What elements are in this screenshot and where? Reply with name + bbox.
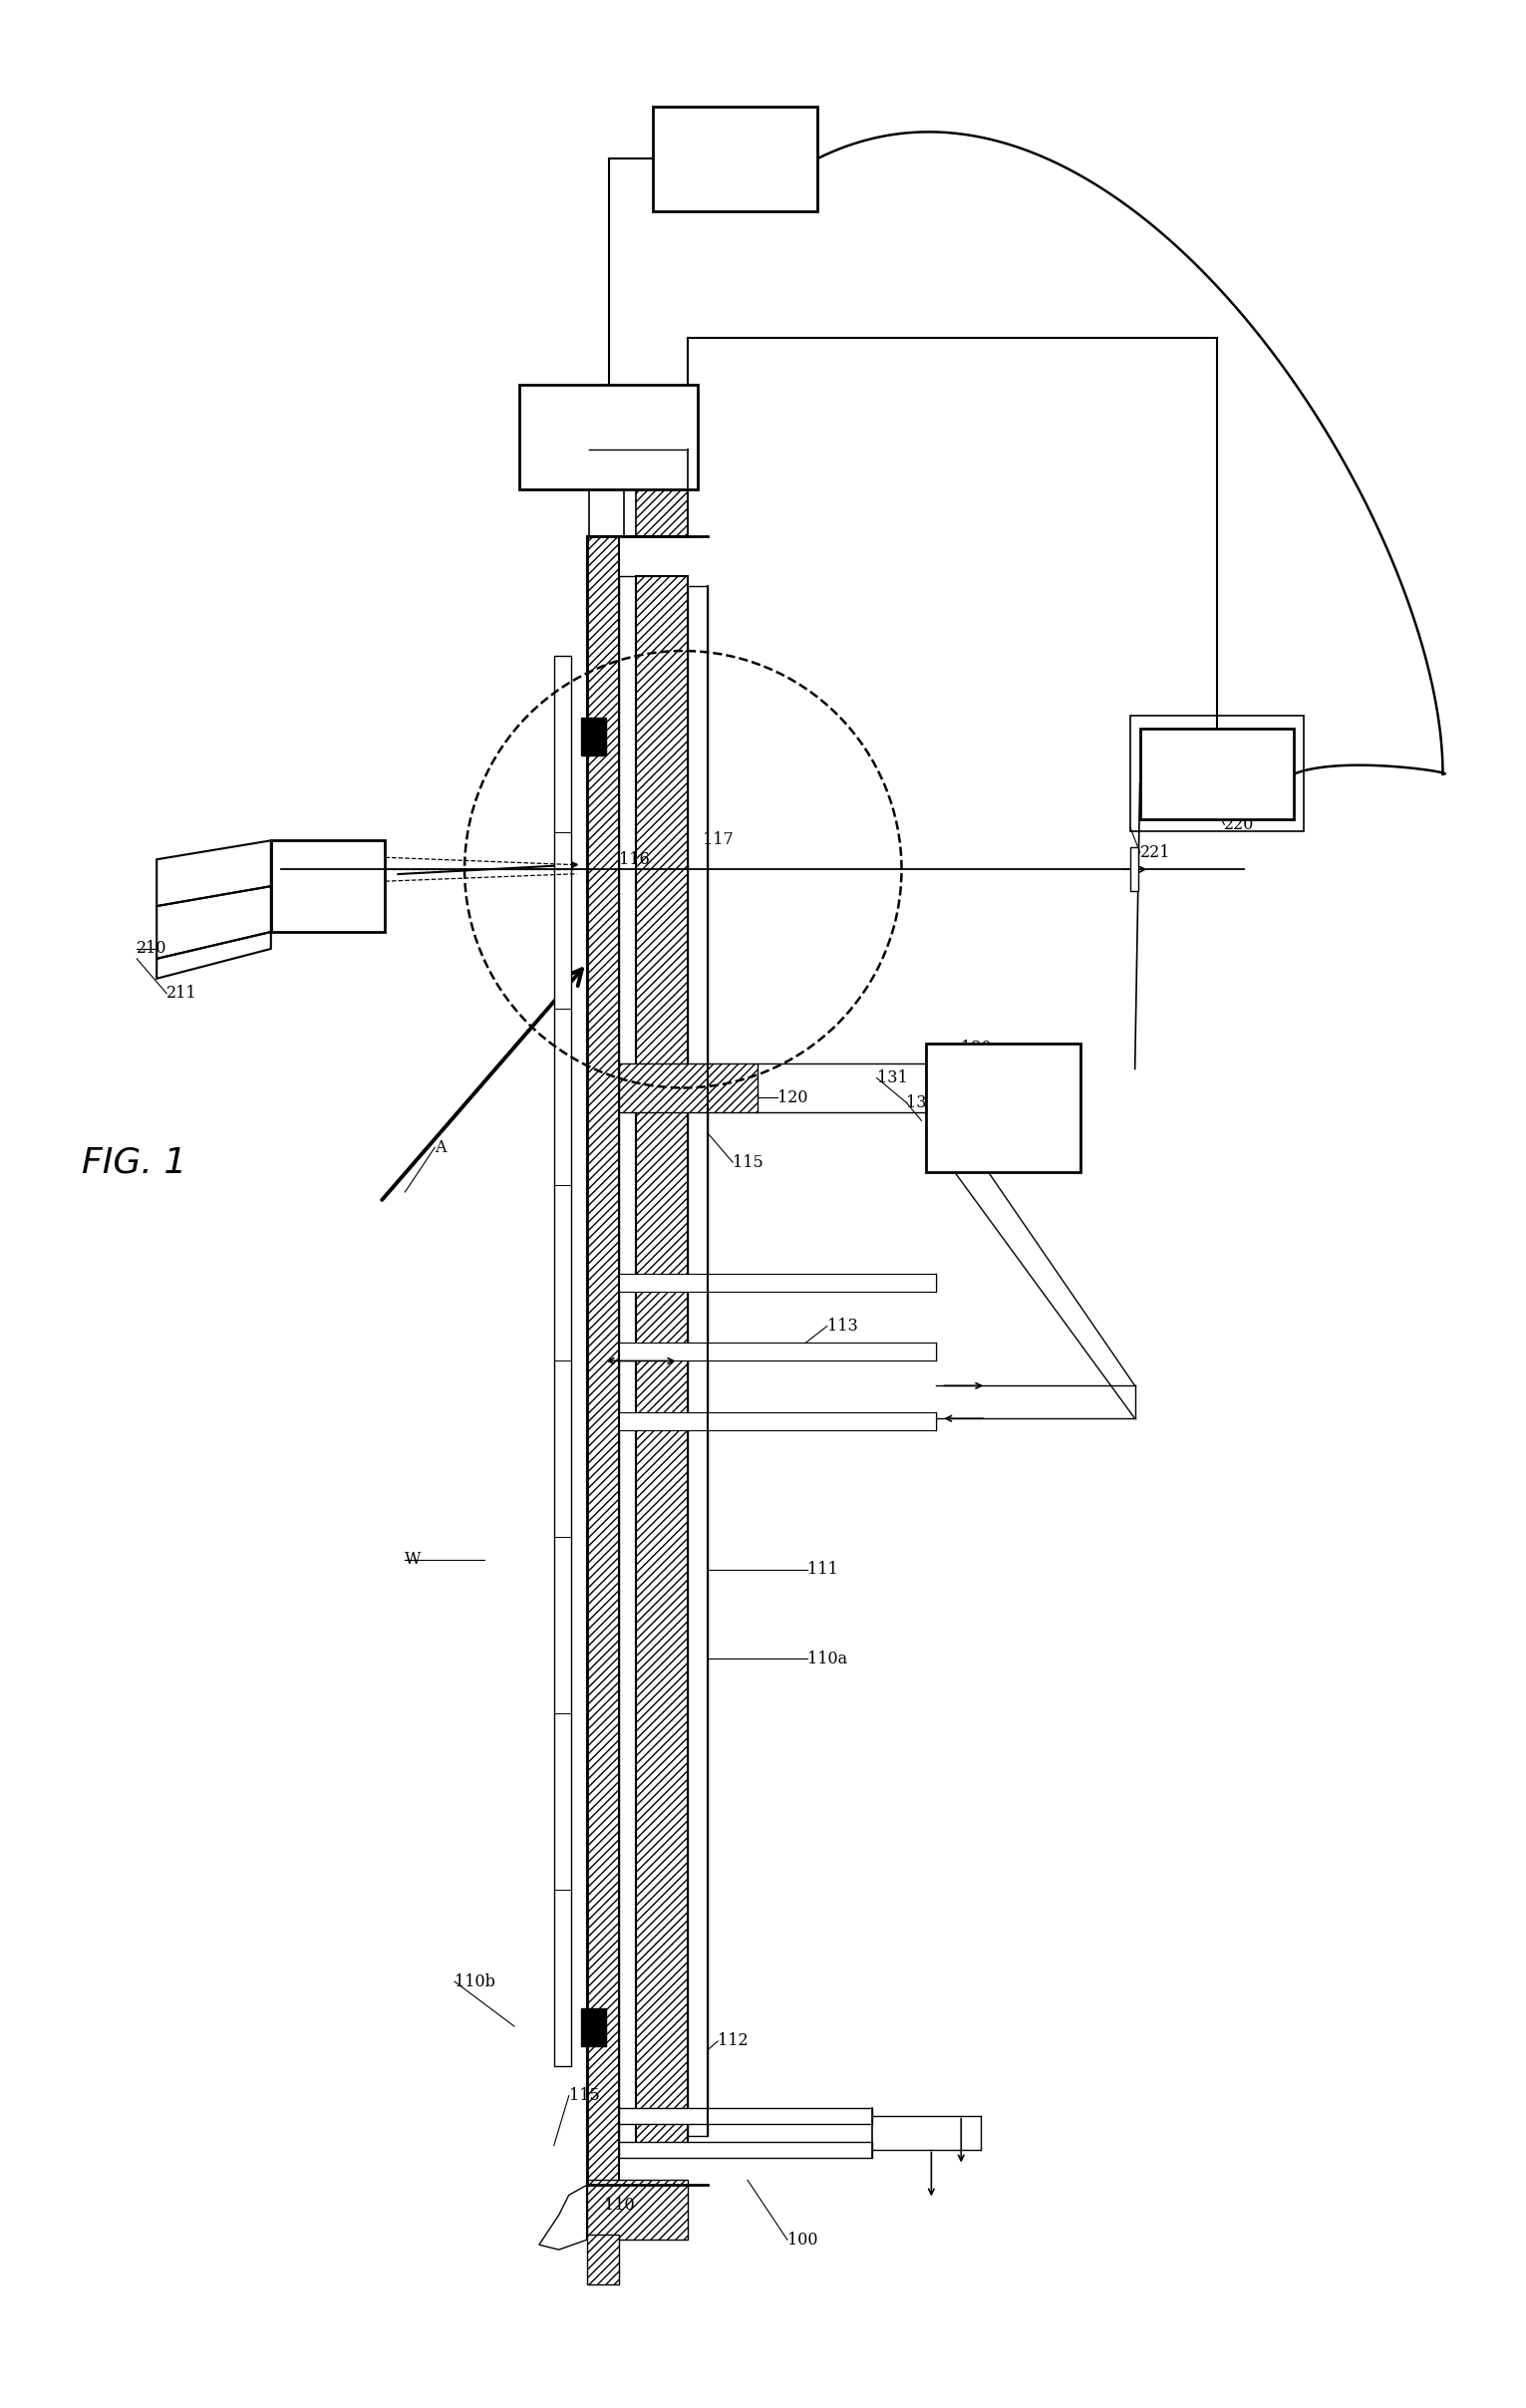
Bar xyxy=(586,537,618,2184)
Text: 222: 222 xyxy=(1160,785,1190,802)
Text: 131: 131 xyxy=(877,1069,908,1086)
Bar xyxy=(618,1413,937,1430)
Bar xyxy=(581,2008,606,2047)
Bar xyxy=(589,443,624,537)
Text: 212: 212 xyxy=(291,896,320,913)
Text: 111: 111 xyxy=(807,1560,838,1577)
Bar xyxy=(554,655,571,2066)
Text: 112: 112 xyxy=(717,2032,748,2049)
Text: FIG. 1: FIG. 1 xyxy=(82,1146,188,1180)
Bar xyxy=(1129,848,1138,891)
Text: 115: 115 xyxy=(569,2088,600,2105)
Text: 115: 115 xyxy=(732,1153,763,1170)
Bar xyxy=(618,2141,871,2158)
Text: 130: 130 xyxy=(961,1040,992,1057)
Bar xyxy=(618,1274,937,1291)
Text: 230: 230 xyxy=(554,395,584,412)
Text: 211: 211 xyxy=(166,985,197,1002)
Bar xyxy=(618,1344,937,1361)
Bar xyxy=(636,576,688,2146)
Text: 240: 240 xyxy=(697,116,728,132)
Bar xyxy=(618,2107,871,2124)
Text: 220: 220 xyxy=(1224,816,1254,833)
Text: 120: 120 xyxy=(777,1088,807,1105)
Text: 221: 221 xyxy=(1140,843,1170,862)
Text: 110: 110 xyxy=(604,2196,635,2213)
Text: 113: 113 xyxy=(827,1317,858,1334)
Text: 210: 210 xyxy=(137,939,168,958)
Bar xyxy=(618,1062,757,1112)
Text: 110a: 110a xyxy=(807,1649,847,1666)
Text: 132: 132 xyxy=(906,1093,937,1110)
Bar xyxy=(926,1043,1080,1173)
Bar xyxy=(272,840,385,932)
Text: 100: 100 xyxy=(787,2232,818,2249)
Bar xyxy=(618,576,636,2146)
Text: 110b: 110b xyxy=(455,1972,496,1989)
Text: 117: 117 xyxy=(703,831,734,848)
Bar xyxy=(1140,727,1294,819)
Bar xyxy=(1129,715,1303,831)
Text: 116: 116 xyxy=(618,850,649,867)
Bar xyxy=(519,385,697,489)
Bar xyxy=(586,2235,618,2285)
Bar xyxy=(688,585,708,2136)
Bar xyxy=(581,718,606,756)
Bar xyxy=(636,450,688,537)
Bar xyxy=(653,106,816,212)
Text: A: A xyxy=(435,1139,446,1156)
Text: W: W xyxy=(404,1551,421,1568)
Bar xyxy=(586,2179,688,2239)
